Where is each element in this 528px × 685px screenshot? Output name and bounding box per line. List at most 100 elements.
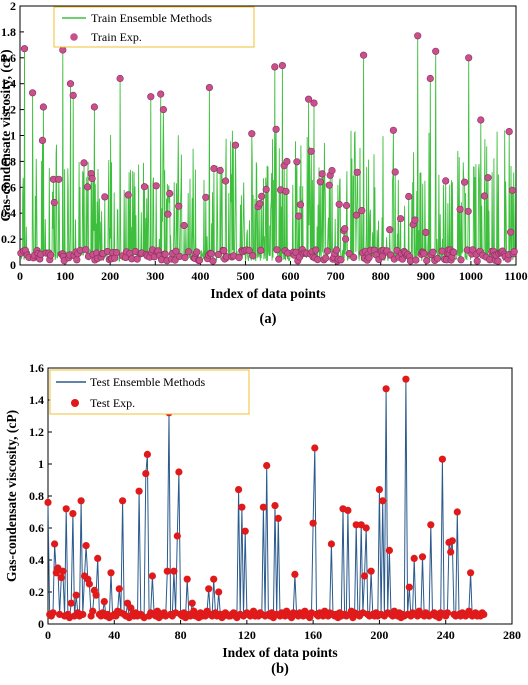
test-exp-point <box>405 583 413 591</box>
test-exp-point <box>215 588 223 596</box>
x-tick-label: 200 <box>370 628 388 642</box>
train-exp-point <box>342 201 351 210</box>
train-exp-point <box>325 181 333 189</box>
test-exp-point <box>183 575 191 583</box>
train-exp-points <box>17 32 518 265</box>
test-exp-point <box>447 548 455 556</box>
y-tick-label: 0.2 <box>1 232 16 246</box>
train-exp-point <box>231 141 240 149</box>
train-exp-point <box>510 248 518 256</box>
train-exp-point <box>278 61 287 70</box>
test-exp-point <box>94 554 102 563</box>
train-exp-point <box>465 54 473 62</box>
test-exp-point <box>453 508 461 516</box>
x-tick-label: 100 <box>56 269 74 283</box>
train-exp-point <box>166 189 174 198</box>
train-exp-point <box>55 175 63 183</box>
legend-box <box>49 369 250 415</box>
train-exp-point <box>112 248 121 257</box>
train-exp-point <box>47 251 55 259</box>
test-exp-point <box>362 524 370 532</box>
train-exp-point <box>257 246 265 254</box>
caption: (a) <box>260 311 277 327</box>
train-exp-point <box>273 246 281 254</box>
train-exp-point <box>101 193 109 201</box>
test-exp-point <box>72 591 80 599</box>
test-exp-point <box>51 540 59 548</box>
test-exp-point <box>115 585 123 593</box>
test-ensemble-line <box>47 379 485 620</box>
test-exp-point <box>448 537 456 545</box>
x-tick-label: 240 <box>437 628 455 642</box>
train-exp-point <box>172 247 180 255</box>
train-exp-point <box>505 128 513 136</box>
train-exp-point <box>216 166 224 175</box>
test-exp-point <box>367 567 375 575</box>
train-exp-point <box>429 248 437 256</box>
test-exp-point <box>271 502 279 510</box>
x-tick-label: 40 <box>108 628 120 642</box>
test-exp-point <box>79 610 87 619</box>
train-exp-point <box>314 256 322 264</box>
train-exp-point <box>484 174 492 182</box>
x-tick-label: 400 <box>191 269 209 283</box>
y-tick-label: 0.6 <box>29 521 44 535</box>
train-exp-point <box>389 126 398 134</box>
test-exp-point <box>205 585 213 593</box>
test-exp-point <box>379 497 387 505</box>
train-exp-point <box>175 202 183 210</box>
train-exp-point <box>283 157 291 166</box>
test-exp-point <box>44 498 52 506</box>
test-exp-point <box>427 521 435 529</box>
train-exp-point <box>328 167 336 175</box>
test-exp-point <box>410 554 418 563</box>
train-exp-point <box>391 168 399 176</box>
train-exp-point <box>457 256 465 264</box>
test-exp-point <box>443 609 451 617</box>
train-exp-point <box>209 257 217 265</box>
train-exp-point <box>272 125 280 133</box>
train-exp-point <box>420 250 428 258</box>
train-exp-point <box>310 99 318 107</box>
x-tick-label: 1000 <box>459 269 483 283</box>
train-exp-point <box>412 256 420 264</box>
test-exp-point <box>238 503 246 511</box>
test-exp-point <box>173 532 181 540</box>
train-exp-point <box>80 159 88 167</box>
train-exp-point <box>140 183 149 191</box>
test-exp-point <box>127 604 135 612</box>
legend-label: Train Exp. <box>91 30 142 44</box>
test-exp-point <box>235 486 243 494</box>
test-exp-point <box>210 575 218 583</box>
train-exp-point <box>323 247 332 255</box>
train-exp-point <box>249 252 257 260</box>
test-exp-point <box>259 503 267 511</box>
train-exp-point <box>202 193 210 201</box>
train-exp-point <box>414 32 422 40</box>
train-exp-point <box>352 211 361 219</box>
train-exp-point <box>423 256 431 265</box>
train-exp-point <box>337 256 345 264</box>
chart-a: 0 100 200 300 400 500 600 700 800 900 1000 1100 0 0.2… <box>0 0 528 327</box>
train-exp-point <box>494 257 502 265</box>
train-exp-point <box>147 93 155 101</box>
legend-label: Test Exp. <box>90 396 135 410</box>
x-tick-label: 0 <box>45 628 51 642</box>
test-exp-point <box>57 574 65 582</box>
train-exp-point <box>164 210 172 218</box>
y-tick-label: 0.2 <box>29 585 44 599</box>
test-exp-point <box>175 468 183 476</box>
train-exp-point <box>295 212 303 220</box>
test-exp-point <box>59 567 67 575</box>
train-exp-point <box>464 207 472 215</box>
test-exp-point <box>142 470 150 478</box>
train-exp-point <box>256 200 264 208</box>
train-exp-point <box>193 248 201 256</box>
train-exp-point <box>157 90 165 98</box>
train-exp-point <box>426 74 434 83</box>
train-exp-point <box>235 254 243 262</box>
train-exp-point <box>450 248 458 256</box>
train-exp-point <box>322 254 330 262</box>
legend-box <box>53 6 255 48</box>
